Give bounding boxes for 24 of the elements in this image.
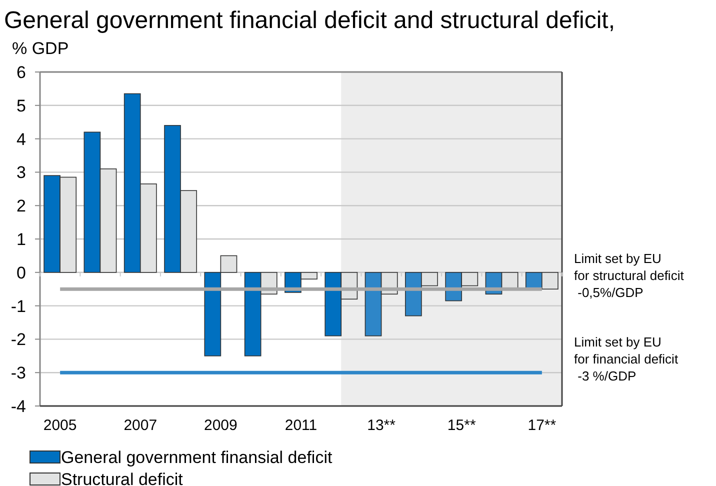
y-tick-label: 3 xyxy=(16,163,26,182)
ref-line-label: Limit set by EU for structural deficit -0,5%/GDP xyxy=(574,251,684,300)
x-tick-label: 2007 xyxy=(124,417,158,434)
y-tick-label: -2 xyxy=(10,330,26,350)
x-tick-label: 17** xyxy=(528,417,556,434)
y-tick-label: -3 xyxy=(10,364,26,383)
ref-line-label: Limit set by EU for financial deficit -3 %/GDP xyxy=(574,334,678,384)
x-tick-label: 15** xyxy=(447,417,476,434)
x-tick-label: 2011 xyxy=(284,417,318,434)
y-tick-label: 2 xyxy=(16,196,26,216)
chart-subtitle: % GDP xyxy=(12,39,69,58)
chart-title: General government financial deficit and structural deficit, xyxy=(4,7,615,34)
legend-label: General government finansial deficit xyxy=(61,448,332,467)
x-tick-label: 2005 xyxy=(43,417,77,434)
y-tick-label: -4 xyxy=(10,396,26,416)
y-tick-label: 0 xyxy=(16,263,26,282)
x-tick-label: 2009 xyxy=(204,417,238,434)
y-tick-label: 5 xyxy=(16,96,26,116)
y-tick-label: 6 xyxy=(16,62,26,82)
y-tick-label: 4 xyxy=(16,130,26,149)
legend-label: Structural deficit xyxy=(61,470,184,486)
y-tick-label: 1 xyxy=(16,230,26,249)
y-tick-label: -1 xyxy=(10,296,26,316)
x-tick-label: 13** xyxy=(367,417,396,434)
